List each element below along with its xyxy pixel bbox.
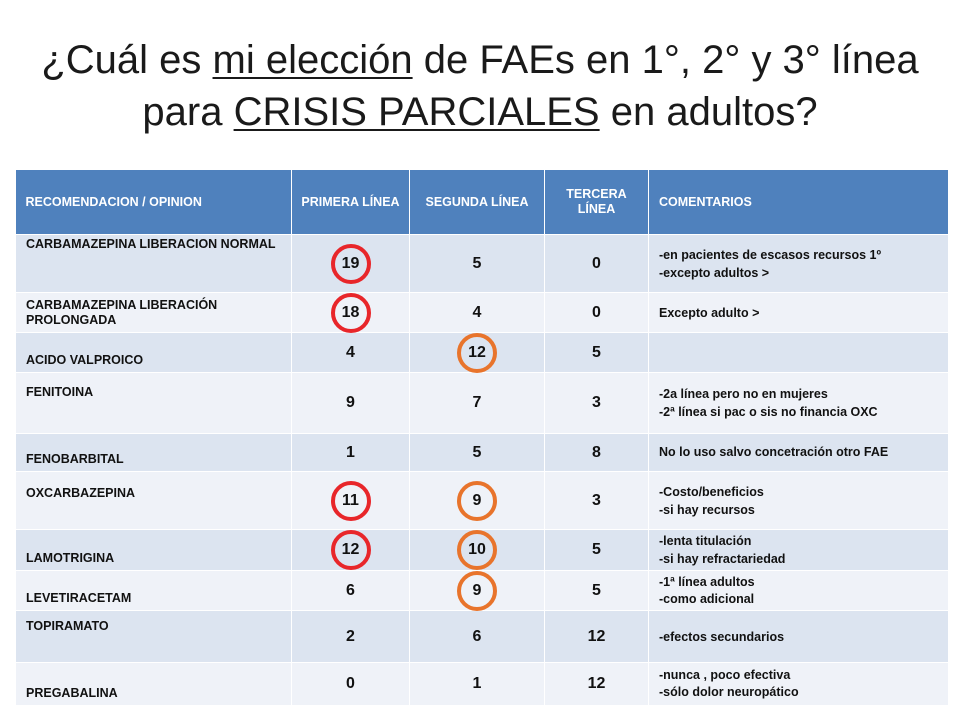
drug-name: CARBAMAZEPINA LIBERACION NORMAL bbox=[15, 234, 292, 293]
second-line-count: 5 bbox=[409, 234, 545, 293]
comment: -en pacientes de escasos recursos 1º -exc… bbox=[648, 234, 949, 293]
comment-line: -sólo dolor neuropático bbox=[659, 685, 799, 699]
count-value: 19 bbox=[341, 254, 360, 272]
comment-line: Excepto adulto > bbox=[659, 305, 760, 320]
title-text: para bbox=[142, 90, 234, 134]
third-line-count: 12 bbox=[544, 610, 649, 663]
header-first-line: PRIMERA LÍNEA bbox=[291, 170, 410, 235]
comment-line: -nunca , poco efectiva bbox=[659, 668, 791, 682]
drug-name: LAMOTRIGINA bbox=[15, 529, 292, 571]
count-value: 9 bbox=[472, 491, 482, 509]
first-line-count: 12 bbox=[291, 529, 410, 571]
count-value: 9 bbox=[472, 581, 482, 599]
second-line-count: 1 bbox=[409, 662, 545, 706]
first-line-count: 18 bbox=[291, 292, 410, 333]
table-row: CARBAMAZEPINA LIBERACIÓN PROLONGADA 18 4… bbox=[15, 292, 949, 333]
comment-line: -2a línea pero no en mujeres bbox=[659, 387, 828, 401]
title-line-2: para CRISIS PARCIALES en adultos? bbox=[0, 86, 960, 138]
header-third-line: TERCERA LÍNEA bbox=[544, 170, 649, 235]
third-line-count: 5 bbox=[544, 570, 649, 611]
second-line-count: 9 bbox=[409, 570, 545, 611]
third-line-count: 3 bbox=[544, 372, 649, 434]
comment-line: -efectos secundarios bbox=[659, 629, 785, 644]
count-value: 18 bbox=[341, 303, 360, 321]
drug-name: ACIDO VALPROICO bbox=[15, 332, 292, 373]
header-comments: COMENTARIOS bbox=[648, 170, 949, 235]
comment: -efectos secundarios bbox=[648, 610, 949, 663]
comment: -lenta titulación -si hay refractariedad bbox=[648, 529, 949, 571]
first-line-count: 11 bbox=[291, 471, 410, 530]
title-underlined-text: mi elección bbox=[212, 38, 413, 82]
third-line-count: 0 bbox=[544, 292, 649, 333]
comment-line: -como adicional bbox=[659, 591, 755, 606]
count-value: 12 bbox=[468, 343, 486, 361]
table-row: OXCARBAZEPINA 11 9 3 -Costo/beneficios -s… bbox=[15, 471, 949, 530]
comment-line: -lenta titulación bbox=[659, 534, 752, 548]
title-text: de FAEs en 1°, 2° y 3° línea bbox=[412, 38, 919, 82]
first-line-count: 6 bbox=[291, 570, 410, 611]
title-text: ¿Cuál es bbox=[41, 38, 213, 82]
first-line-count: 2 bbox=[291, 610, 410, 663]
comment: -Costo/beneficios -si hay recursos bbox=[648, 471, 949, 530]
comment-line: -en pacientes de escasos recursos 1º bbox=[659, 247, 882, 262]
table-row: PREGABALINA 0 1 12 -nunca , poco efectiv… bbox=[15, 662, 949, 706]
drug-name: CARBAMAZEPINA LIBERACIÓN PROLONGADA bbox=[15, 292, 292, 333]
table-row: ACIDO VALPROICO 4 12 5 bbox=[15, 332, 949, 373]
first-line-count: 9 bbox=[291, 372, 410, 434]
count-value: 10 bbox=[468, 541, 486, 558]
comment-line: -excepto adultos > bbox=[659, 265, 770, 280]
third-line-count: 5 bbox=[544, 332, 649, 373]
third-line-count: 3 bbox=[544, 471, 649, 530]
comment-line: -si hay refractariedad bbox=[659, 552, 786, 566]
table-header-row: RECOMENDACION / OPINION PRIMERA LÍNEA SE… bbox=[15, 170, 949, 235]
title-line-1: ¿Cuál es mi elección de FAEs en 1°, 2° y… bbox=[0, 34, 960, 86]
comment bbox=[648, 332, 949, 373]
comment: -2a línea pero no en mujeres -2ª línea si… bbox=[648, 372, 949, 434]
second-line-count: 7 bbox=[409, 372, 545, 434]
count-value: 11 bbox=[342, 491, 359, 509]
table-row: FENITOINA 9 7 3 -2a línea pero no en muj… bbox=[15, 372, 949, 434]
second-line-count: 4 bbox=[409, 292, 545, 333]
drug-name: PREGABALINA bbox=[15, 662, 292, 706]
comment: -1ª línea adultos -como adicional bbox=[648, 570, 949, 611]
third-line-count: 12 bbox=[544, 662, 649, 706]
comment-line: -1ª línea adultos bbox=[659, 574, 755, 589]
table-row: LAMOTRIGINA 12 10 5 -lenta titulación -si… bbox=[15, 529, 949, 571]
third-line-count: 8 bbox=[544, 433, 649, 472]
table-row: FENOBARBITAL 1 5 8 No lo uso salvo conce… bbox=[15, 433, 949, 472]
comment-line: -Costo/beneficios bbox=[659, 484, 764, 499]
first-line-count: 19 bbox=[291, 234, 410, 293]
drug-name: TOPIRAMATO bbox=[15, 610, 292, 663]
slide-title: ¿Cuál es mi elección de FAEs en 1°, 2° y… bbox=[0, 34, 960, 138]
comment-line: No lo uso salvo concetración otro FAE bbox=[659, 445, 889, 459]
header-drug: RECOMENDACION / OPINION bbox=[15, 170, 292, 235]
title-underlined-text: CRISIS PARCIALES bbox=[233, 90, 600, 134]
drug-name: OXCARBAZEPINA bbox=[15, 471, 292, 530]
comment: Excepto adulto > bbox=[648, 292, 949, 333]
title-text: en adultos? bbox=[599, 90, 818, 134]
header-second-line: SEGUNDA LÍNEA bbox=[409, 170, 545, 235]
comment-line: -2ª línea si pac o sis no financia OXC bbox=[659, 405, 878, 419]
table-row: LEVETIRACETAM 6 9 5 -1ª línea adultos -co… bbox=[15, 570, 949, 611]
recommendation-table: RECOMENDACION / OPINION PRIMERA LÍNEA SE… bbox=[15, 170, 949, 706]
drug-name: FENOBARBITAL bbox=[15, 433, 292, 472]
second-line-count: 5 bbox=[409, 433, 545, 472]
drug-name: LEVETIRACETAM bbox=[15, 570, 292, 611]
first-line-count: 0 bbox=[291, 662, 410, 706]
count-value: 12 bbox=[341, 541, 360, 558]
second-line-count: 10 bbox=[409, 529, 545, 571]
table-row: TOPIRAMATO 2 6 12 -efectos secundarios bbox=[15, 610, 949, 663]
second-line-count: 6 bbox=[409, 610, 545, 663]
third-line-count: 5 bbox=[544, 529, 649, 571]
second-line-count: 9 bbox=[409, 471, 545, 530]
second-line-count: 12 bbox=[409, 332, 545, 373]
comment-line: -si hay recursos bbox=[659, 502, 755, 517]
first-line-count: 1 bbox=[291, 433, 410, 472]
comment: No lo uso salvo concetración otro FAE bbox=[648, 433, 949, 472]
drug-name: FENITOINA bbox=[15, 372, 292, 434]
comment: -nunca , poco efectiva -sólo dolor neurop… bbox=[648, 662, 949, 706]
table-row: CARBAMAZEPINA LIBERACION NORMAL 19 5 0 -… bbox=[15, 234, 949, 293]
third-line-count: 0 bbox=[544, 234, 649, 293]
first-line-count: 4 bbox=[291, 332, 410, 373]
